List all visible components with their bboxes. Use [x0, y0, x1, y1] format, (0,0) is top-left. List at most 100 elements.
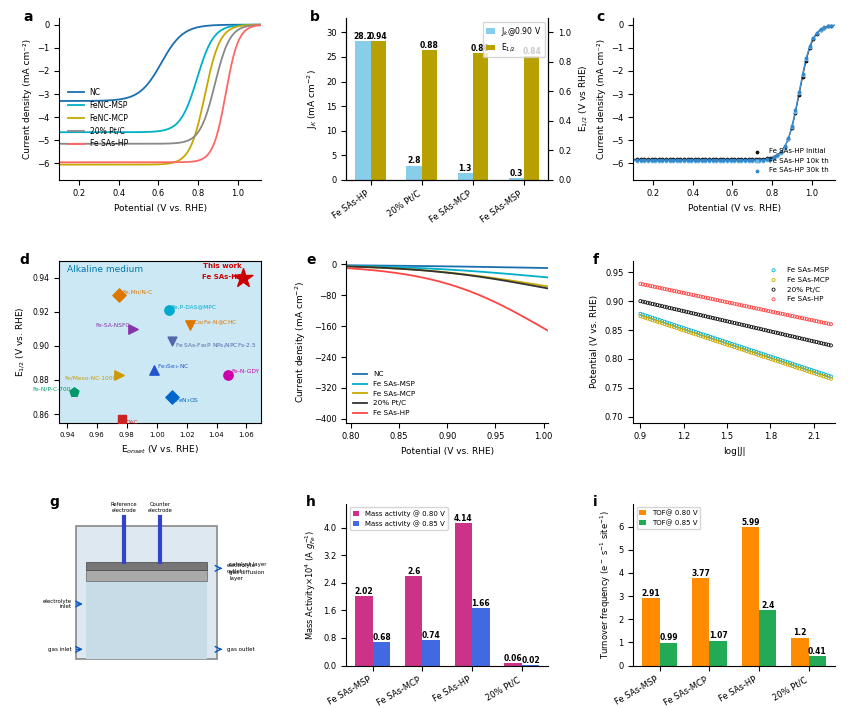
- Fe SAs-HP 30k th: [789, 104, 802, 115]
- Fe SAs-HP 10k th: [663, 156, 677, 167]
- 20% Pt/C: [701, 311, 715, 322]
- Text: Reference
electrode: Reference electrode: [111, 503, 137, 513]
- Fe SAs-HP 30k th: [695, 154, 709, 166]
- Fe SAs-HP: [711, 295, 724, 306]
- Fe SAs-HP Initial: [810, 28, 823, 39]
- Y-axis label: E$_{1/2}$ (V vs. RHE): E$_{1/2}$ (V vs. RHE): [14, 307, 27, 377]
- Fe SAs-MCP: [653, 317, 667, 329]
- NC: [91, 96, 101, 105]
- Fe SAs-HP: [699, 292, 712, 303]
- Fe SAs-HP Initial: [720, 154, 734, 165]
- Fe SAs-MSP: [677, 322, 690, 333]
- Fe SAs-HP 30k th: [810, 27, 823, 38]
- Fe SAs-HP: [810, 316, 823, 327]
- Fe SAs-MCP: [544, 282, 554, 291]
- Fe SAs-HP 30k th: [756, 154, 770, 166]
- Fe SAs-MSP: [824, 371, 838, 382]
- Fe SAs-HP 30k th: [713, 154, 727, 166]
- Fe SAs-MSP: [689, 326, 703, 338]
- Fe SAs-HP 10k th: [634, 156, 648, 167]
- 20% Pt/C: [658, 301, 672, 312]
- FeNC-MSP: [259, 21, 269, 29]
- Text: electrolyte
outlet: electrolyte outlet: [227, 563, 256, 573]
- Fe SAs-HP 10k th: [630, 156, 644, 167]
- 20% Pt/C: [675, 305, 689, 316]
- Fe SAs-MCP: [438, 268, 448, 276]
- NC: [341, 261, 351, 270]
- Text: Fe,P-DAS@MPC: Fe,P-DAS@MPC: [171, 304, 216, 309]
- Fe SAs-HP 30k th: [824, 20, 838, 31]
- 20% Pt/C: [745, 321, 758, 333]
- Fe SAs-MCP: [815, 370, 828, 382]
- FeNC-MCP: [191, 129, 201, 137]
- Fe SAs-HP Initial: [667, 154, 680, 165]
- Fe SAs-MCP: [807, 367, 821, 379]
- Fe SAs-HP 10k th: [710, 156, 723, 167]
- Fe SAs-HP 30k th: [724, 154, 738, 166]
- 20% Pt/C: [54, 139, 64, 148]
- Fe SAs-HP 10k th: [810, 28, 823, 39]
- 20% Pt/C: [773, 328, 787, 339]
- Text: 4.14: 4.14: [455, 514, 473, 523]
- Fe SAs-MCP: [670, 322, 683, 333]
- Fe SAs-HP 10k th: [778, 142, 791, 154]
- Fe SAs-MSP: [721, 337, 734, 348]
- Bar: [505, 663, 522, 666]
- Line: Fe SAs-MSP: Fe SAs-MSP: [346, 266, 549, 278]
- Fe SAs-MCP: [773, 356, 787, 367]
- Fe SAs-HP: [708, 294, 722, 305]
- Fe SAs-HP 10k th: [649, 156, 662, 167]
- Text: Co$_2$Fe-N@CHC: Co$_2$Fe-N@CHC: [192, 318, 237, 326]
- Fe SAs-HP 10k th: [760, 154, 773, 166]
- Fe SAs-HP: [802, 314, 816, 325]
- 20% Pt/C: [691, 309, 705, 320]
- Fe SAs-HP 30k th: [742, 154, 756, 166]
- Fe SAs-HP: [824, 319, 838, 330]
- Fe SAs-HP: [807, 315, 821, 326]
- 20% Pt/C: [639, 297, 652, 308]
- Fe SAs-MSP: [747, 346, 761, 357]
- Fe SAs-HP 30k th: [821, 21, 834, 32]
- Bar: [643, 598, 660, 666]
- Fe SAs-HP 30k th: [652, 154, 666, 166]
- Fe SAs-HP: [684, 289, 698, 300]
- Fe SAs-HP 10k th: [781, 134, 795, 145]
- Text: gas inlet: gas inlet: [47, 647, 71, 652]
- Text: i: i: [593, 496, 598, 510]
- Bar: [759, 610, 777, 666]
- Fe SAs-HP: [756, 304, 770, 316]
- FeNC-MCP: [107, 161, 117, 169]
- Fe SAs-HP 30k th: [638, 154, 651, 166]
- X-axis label: log|J|: log|J|: [723, 447, 745, 456]
- 20% Pt/C: [754, 324, 767, 335]
- Bar: [86, 562, 207, 570]
- Bar: [473, 53, 488, 180]
- 20% Pt/C: [91, 139, 101, 148]
- Fe SAs-MCP: [747, 348, 761, 359]
- 20% Pt/C: [784, 330, 797, 341]
- Text: 2.6: 2.6: [407, 567, 421, 576]
- Fe SAs-HP 10k th: [652, 156, 666, 167]
- Fe SAs-HP 10k th: [763, 154, 777, 165]
- Point: [162, 304, 176, 316]
- FeNC-MSP: [208, 34, 218, 42]
- Fe SAs-HP 30k th: [800, 52, 813, 64]
- Fe SAs-HP 10k th: [753, 155, 767, 166]
- Fe SAs-MSP: [699, 330, 712, 341]
- Fe SAs-MSP: [764, 351, 778, 362]
- Y-axis label: Turnover frequency (e$^-$ s$^{-1}$ site$^{-1}$): Turnover frequency (e$^-$ s$^{-1}$ site$…: [598, 510, 612, 659]
- Fe SAs-HP Initial: [824, 20, 838, 31]
- Fe SAs-HP Initial: [803, 42, 817, 54]
- Fe SAs-HP Initial: [649, 154, 662, 165]
- Fe SAs-HP 10k th: [745, 155, 759, 166]
- Fe SAs-HP: [191, 157, 201, 166]
- Fe SAs-HP 10k th: [644, 156, 658, 167]
- 20% Pt/C: [795, 333, 809, 344]
- Fe SAs-HP 30k th: [760, 154, 773, 165]
- Fe SAs-HP 10k th: [785, 122, 799, 133]
- Fe SAs-HP: [815, 316, 828, 328]
- FancyBboxPatch shape: [75, 526, 217, 659]
- Fe SAs-HP Initial: [800, 55, 813, 67]
- Line: Fe SAs-HP: Fe SAs-HP: [59, 25, 264, 162]
- Fe SAs-MSP: [756, 348, 770, 360]
